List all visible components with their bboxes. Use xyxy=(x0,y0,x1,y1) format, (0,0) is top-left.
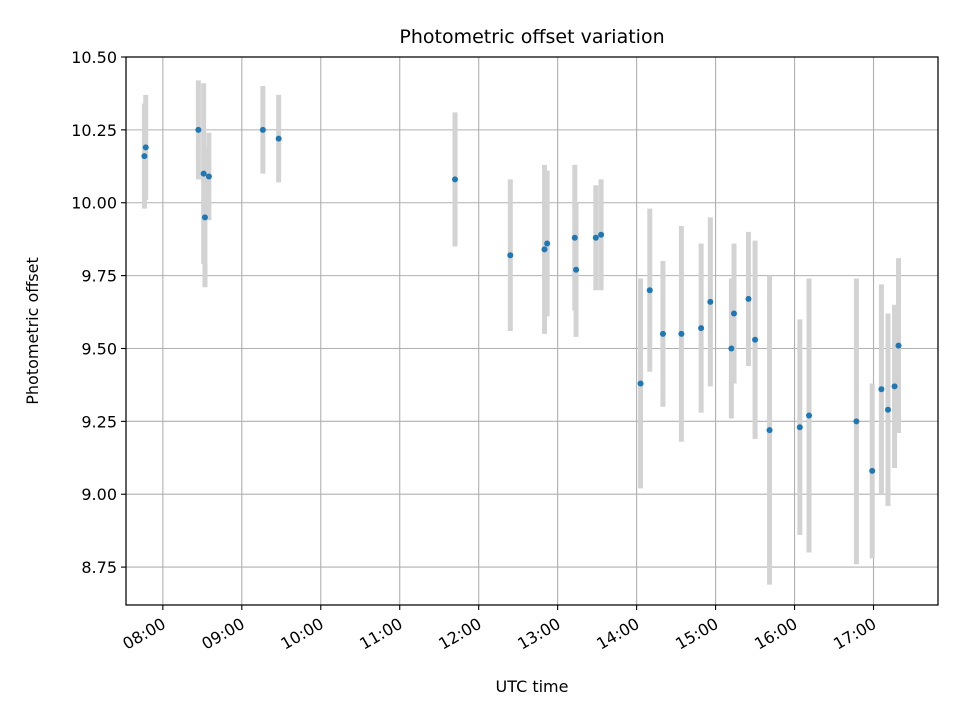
data-point xyxy=(142,144,149,151)
data-point xyxy=(659,330,666,337)
data-point xyxy=(637,380,644,387)
data-point xyxy=(507,252,514,259)
data-points xyxy=(141,126,902,474)
data-point xyxy=(541,246,548,253)
y-tick-label: 10.50 xyxy=(71,48,117,67)
data-point xyxy=(731,310,738,317)
data-point xyxy=(895,342,902,349)
data-point xyxy=(678,330,685,337)
plot-area-frame xyxy=(125,56,939,606)
data-point xyxy=(707,298,714,305)
y-tick-label: 8.75 xyxy=(81,558,117,577)
y-tick-label: 9.25 xyxy=(81,412,117,431)
y-tick-label: 10.00 xyxy=(71,194,117,213)
y-tick-label: 9.75 xyxy=(81,267,117,286)
data-point xyxy=(796,424,803,431)
data-point xyxy=(452,176,459,183)
data-point xyxy=(592,234,599,241)
data-point xyxy=(141,153,148,160)
y-tick-label: 10.25 xyxy=(71,121,117,140)
data-point xyxy=(571,234,578,241)
data-point xyxy=(205,173,212,180)
data-point xyxy=(752,336,759,343)
data-point xyxy=(195,126,202,133)
data-point xyxy=(598,231,605,238)
chart-title: Photometric offset variation xyxy=(399,26,664,48)
data-point xyxy=(869,467,876,474)
data-point xyxy=(878,386,885,393)
data-point xyxy=(745,295,752,302)
data-point xyxy=(646,287,653,294)
data-point xyxy=(698,325,705,332)
y-tick-label: 9.00 xyxy=(81,485,117,504)
data-point xyxy=(766,427,773,434)
x-axis-label: UTC time xyxy=(496,677,569,696)
y-tick-label: 9.50 xyxy=(81,339,117,358)
data-point xyxy=(806,412,813,419)
data-point xyxy=(884,406,891,413)
data-point xyxy=(891,383,898,390)
data-point xyxy=(259,126,266,133)
data-point xyxy=(201,214,208,221)
grid xyxy=(126,56,938,605)
data-point xyxy=(728,345,735,352)
y-axis-label: Photometric offset xyxy=(23,257,42,405)
data-point xyxy=(573,266,580,273)
data-point xyxy=(200,170,207,177)
data-point xyxy=(544,240,551,247)
data-point xyxy=(853,418,860,425)
data-point xyxy=(275,135,282,142)
